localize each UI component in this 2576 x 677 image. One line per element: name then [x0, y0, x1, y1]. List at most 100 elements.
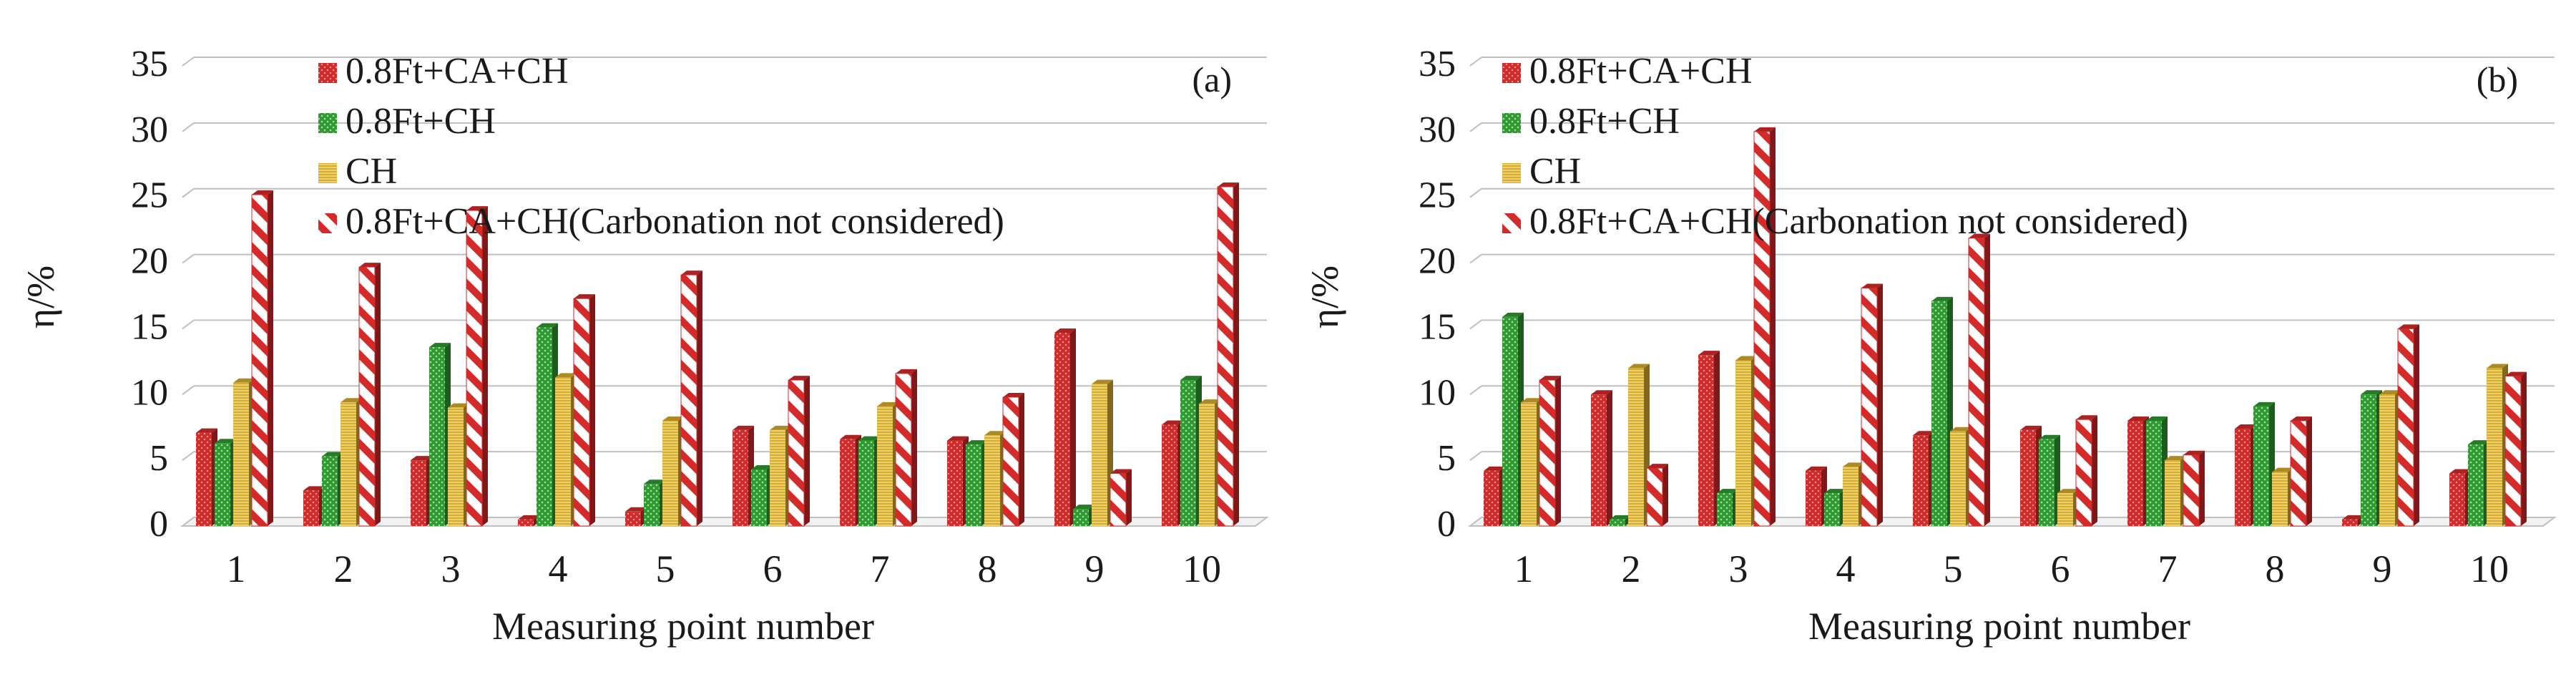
bar-hatch-10: [2504, 371, 2527, 527]
bar-side: [1126, 469, 1132, 526]
bar-top: [1502, 312, 1524, 317]
gridline-depth: [182, 451, 195, 461]
bar-front: [322, 456, 338, 526]
gridline-depth: [182, 253, 195, 264]
bar-red-2: [1591, 390, 1612, 526]
gridline-depth: [182, 385, 195, 396]
x-tick-label: 1: [227, 547, 246, 590]
bar-top: [1806, 466, 1827, 471]
bar-front: [1753, 131, 1771, 527]
bar-front: [251, 194, 268, 527]
bar-side: [1607, 390, 1612, 526]
gridline-depth: [182, 187, 195, 198]
gridline-depth: [1469, 319, 1482, 330]
bar-front: [2127, 421, 2143, 526]
bar-side: [1984, 233, 1990, 526]
y-tick-label: 15: [131, 306, 168, 347]
legend-item-red: 0.8Ft+CA+CH: [1502, 51, 1753, 92]
bar-red-10: [1162, 420, 1183, 526]
legend-label: 0.8Ft+CH: [1529, 101, 1680, 142]
bar-front: [2253, 406, 2269, 526]
bar-side: [375, 263, 381, 526]
bar-front: [733, 429, 748, 526]
bar-hatch-5: [680, 271, 702, 527]
bar-hatch-4: [1861, 283, 1883, 527]
legend-item-red: 0.8Ft+CA+CH: [318, 51, 569, 92]
bar-side: [2306, 417, 2312, 526]
bar-front: [215, 443, 230, 526]
bar-front: [2468, 444, 2484, 526]
bar-front: [2183, 454, 2200, 527]
bar-top: [2449, 469, 2471, 474]
bar-green-1: [1502, 312, 1524, 526]
bar-side: [589, 294, 595, 526]
legend-label: 0.8Ft+CH: [346, 101, 496, 142]
y-tick-label: 30: [1419, 109, 1456, 150]
x-tick-label: 6: [2051, 547, 2070, 590]
bar-front: [1502, 316, 1518, 526]
bar-top: [1628, 364, 1650, 369]
bar-front: [2146, 421, 2162, 526]
legend-swatch: [1502, 213, 1521, 233]
gridline-depth: [1469, 122, 1482, 132]
bar-front: [2397, 328, 2414, 527]
bar-green-10: [2468, 440, 2489, 526]
x-axis-label: Measuring point number: [492, 605, 874, 648]
bar-red-9: [1054, 328, 1076, 526]
bar-hatch-1: [251, 190, 273, 527]
x-tick-label: 5: [1944, 547, 1963, 590]
bar-top: [751, 465, 773, 470]
bar-front: [2272, 472, 2288, 526]
y-axis-label: η/%: [19, 266, 62, 328]
bar-top: [518, 515, 539, 520]
bar-red-7: [840, 434, 861, 526]
bar-green-7: [858, 436, 880, 526]
x-tick-label: 3: [1729, 547, 1748, 590]
bar-front: [233, 382, 249, 526]
x-tick-label: 2: [334, 547, 353, 590]
y-axis-label: η/%: [1303, 266, 1346, 328]
bar-green-9: [1073, 505, 1094, 526]
gridline-depth: [1469, 187, 1482, 198]
bar-top: [681, 271, 702, 276]
bar-front: [2020, 429, 2036, 526]
x-tick-label: 4: [1836, 547, 1856, 590]
bar-green-8: [2253, 401, 2275, 526]
bar-hatch-9: [1110, 469, 1132, 527]
bar-front: [2487, 368, 2502, 526]
gridline-depth: [1469, 253, 1482, 264]
bar-side: [2521, 371, 2527, 526]
bar-green-9: [2361, 390, 2382, 526]
bar-top: [1003, 392, 1024, 397]
bar-front: [1735, 360, 1751, 526]
bar-front: [411, 460, 426, 526]
bar-hatch-6: [788, 376, 810, 527]
bar-side: [1019, 392, 1024, 526]
bar-red-1: [196, 428, 217, 526]
bar-front: [840, 439, 856, 526]
x-tick-label: 2: [1622, 547, 1641, 590]
y-tick-label: 10: [1419, 372, 1456, 413]
bar-top: [966, 440, 987, 445]
bar-front: [518, 519, 534, 526]
bar-red-6: [733, 425, 754, 526]
bar-front: [537, 327, 552, 526]
bar-red-8: [947, 436, 969, 526]
bar-side: [1555, 376, 1561, 526]
bar-top: [733, 425, 754, 430]
y-tick-label: 10: [131, 372, 168, 413]
bar-hatch-6: [2075, 415, 2097, 527]
bar-top: [2076, 415, 2097, 420]
bar-top: [877, 401, 898, 406]
bar-top: [411, 456, 432, 461]
bar-hatch-9: [2397, 324, 2419, 527]
bar-top: [947, 436, 969, 441]
bar-side: [2199, 450, 2205, 526]
bar-side: [2414, 324, 2419, 526]
bar-top: [1539, 376, 1561, 381]
bar-top: [770, 425, 791, 430]
bar-front: [1610, 519, 1625, 526]
bar-top: [2342, 515, 2364, 520]
bar-top: [1647, 464, 1668, 469]
